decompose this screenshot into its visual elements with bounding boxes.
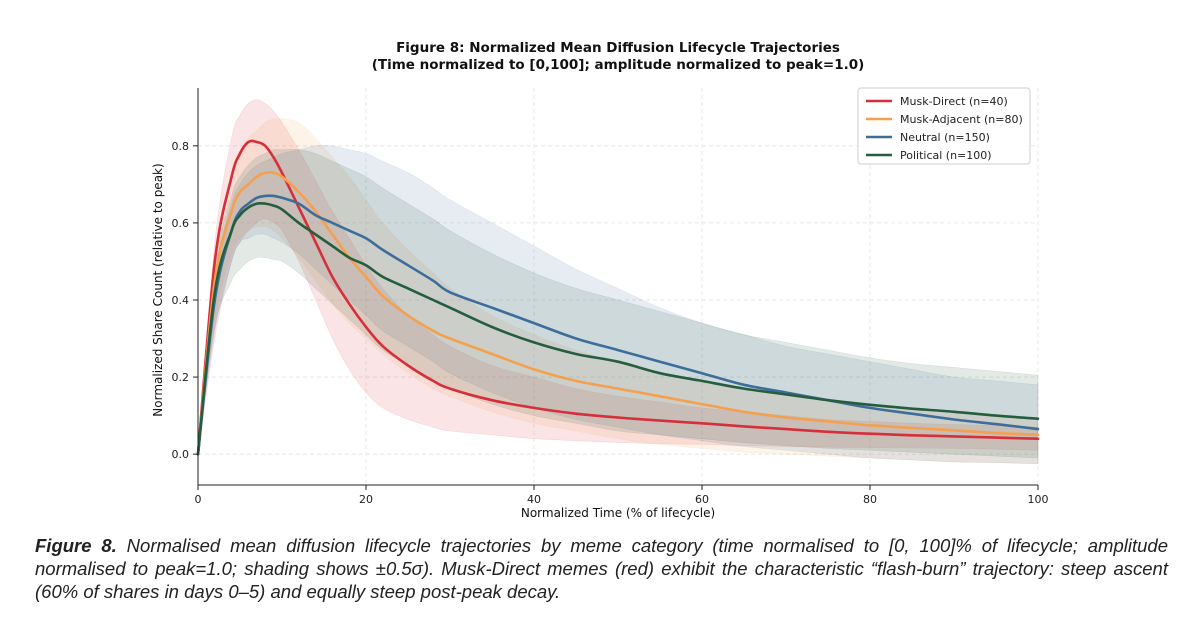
series-3-line [196,201,1040,456]
x-tick-label: 80 [863,493,877,506]
caption-lead: Figure 8. [35,535,117,556]
series-0-line [196,139,1040,456]
y-tick-label: 0.6 [172,217,190,230]
legend: Musk-Direct (n=40) Musk-Adjacent (n=80) Ne… [857,87,1031,165]
figure-8-chart: Figure 8: Normalized Mean Diffusion Life… [151,40,1049,520]
legend-label: Neutral (n=150) [900,131,990,144]
y-tick-label: 0.4 [172,294,190,307]
x-axis-label: Normalized Time (% of lifecycle) [521,506,715,520]
series-1-line [196,171,1040,456]
chart-title: Figure 8: Normalized Mean Diffusion Life… [396,40,840,56]
legend-label: Musk-Adjacent (n=80) [900,113,1023,126]
legend-label: Political (n=100) [900,149,992,162]
y-tick-label: 0.2 [172,371,190,384]
axes: 0 20 40 60 80 100 0.0 0.2 0.4 0.6 0.8 [172,88,1049,506]
legend-label: Musk-Direct (n=40) [900,95,1008,108]
series-3-band [197,149,1039,459]
figure-caption: Figure 8. Normalised mean diffusion life… [35,534,1168,603]
caption-text: Normalised mean diffusion lifecycle traj… [35,535,1168,602]
x-tick-label: 0 [195,493,202,506]
y-axis-label: Normalized Share Count (relative to peak… [151,163,165,416]
y-tick-label: 0.8 [172,140,190,153]
chart-subtitle: (Time normalized to [0,100]; amplitude n… [372,57,865,73]
grid-lines [197,88,1039,485]
series-2-band [197,145,1039,465]
x-tick-label: 40 [527,493,541,506]
x-tick-label: 60 [695,493,709,506]
series-lines [196,139,1040,456]
x-tick-label: 100 [1028,493,1049,506]
legend-box [857,87,1031,165]
y-tick-label: 0.0 [172,448,190,461]
x-tick-label: 20 [359,493,373,506]
